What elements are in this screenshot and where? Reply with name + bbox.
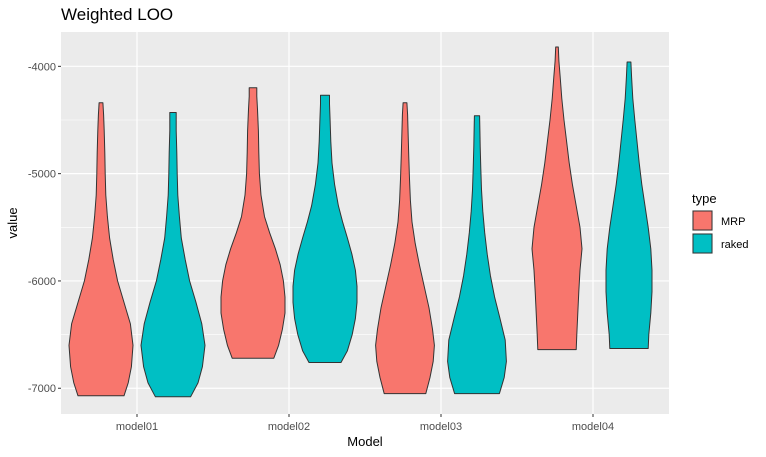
grid-lines xyxy=(61,32,669,414)
x-axis-title: Model xyxy=(347,434,383,449)
x-axis: model01 model02 model03 model04 xyxy=(116,414,614,433)
x-tick-label: model03 xyxy=(420,421,462,433)
violin-mrp-model01 xyxy=(68,102,134,397)
y-tick-label: -7000 xyxy=(28,383,56,395)
legend-label-raked: raked xyxy=(721,239,749,251)
chart-title: Weighted LOO xyxy=(61,5,173,24)
legend: type MRP raked xyxy=(692,191,749,254)
violins xyxy=(68,46,653,398)
violin-mrp-model03 xyxy=(375,102,435,395)
legend-title: type xyxy=(692,191,717,206)
y-axis: -7000 -6000 -5000 -4000 xyxy=(28,61,61,395)
violin-mrp-model02 xyxy=(220,87,286,359)
y-tick-label: -4000 xyxy=(28,61,56,73)
x-tick-label: model04 xyxy=(572,421,614,433)
violin-mrp-model04 xyxy=(531,46,583,351)
violin-raked-model02 xyxy=(292,94,358,363)
legend-swatch-mrp xyxy=(692,210,713,231)
x-tick-label: model01 xyxy=(116,421,158,433)
violin-raked-model01 xyxy=(140,112,206,398)
y-axis-title: value xyxy=(5,207,20,238)
y-tick-label: -6000 xyxy=(28,276,56,288)
legend-swatch-raked xyxy=(692,233,713,254)
y-tick-label: -5000 xyxy=(28,169,56,181)
x-tick-label: model02 xyxy=(268,421,310,433)
violin-raked-model04 xyxy=(605,61,653,349)
legend-label-mrp: MRP xyxy=(721,216,745,228)
violin-raked-model03 xyxy=(447,115,507,395)
